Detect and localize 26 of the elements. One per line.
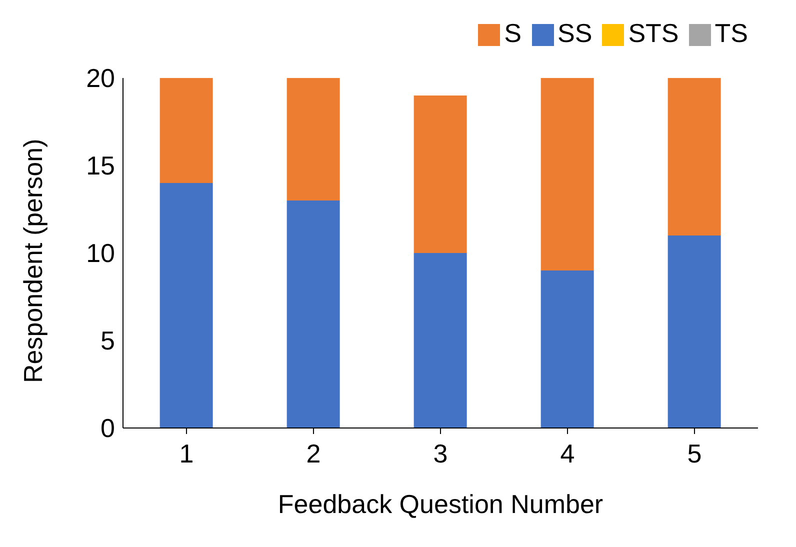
legend-label: TS xyxy=(714,18,748,48)
bar xyxy=(414,96,467,253)
x-tick-label: 5 xyxy=(687,438,702,468)
y-tick-label: 5 xyxy=(100,326,115,356)
bar xyxy=(286,200,340,428)
y-axis-title: Respondent (person) xyxy=(18,138,48,383)
x-tick-label: 3 xyxy=(433,438,448,468)
bar xyxy=(286,78,340,200)
legend-label: S xyxy=(504,18,522,48)
legend-label: SS xyxy=(558,18,592,48)
x-tick-label: 4 xyxy=(560,438,575,468)
bar xyxy=(668,78,721,236)
bar xyxy=(160,183,213,428)
bar xyxy=(160,78,213,183)
x-tick-label: 2 xyxy=(306,438,321,468)
x-axis-title: Feedback Question Number xyxy=(278,489,604,519)
y-tick-label: 10 xyxy=(86,238,115,268)
bar xyxy=(540,270,594,428)
bar xyxy=(414,253,467,428)
bar xyxy=(540,78,594,270)
bar xyxy=(668,236,721,428)
legend-label: STS xyxy=(628,18,679,48)
x-tick-label: 1 xyxy=(179,438,194,468)
y-tick-label: 0 xyxy=(100,413,115,444)
y-tick-label: 20 xyxy=(86,63,115,94)
y-tick-label: 15 xyxy=(86,150,115,181)
